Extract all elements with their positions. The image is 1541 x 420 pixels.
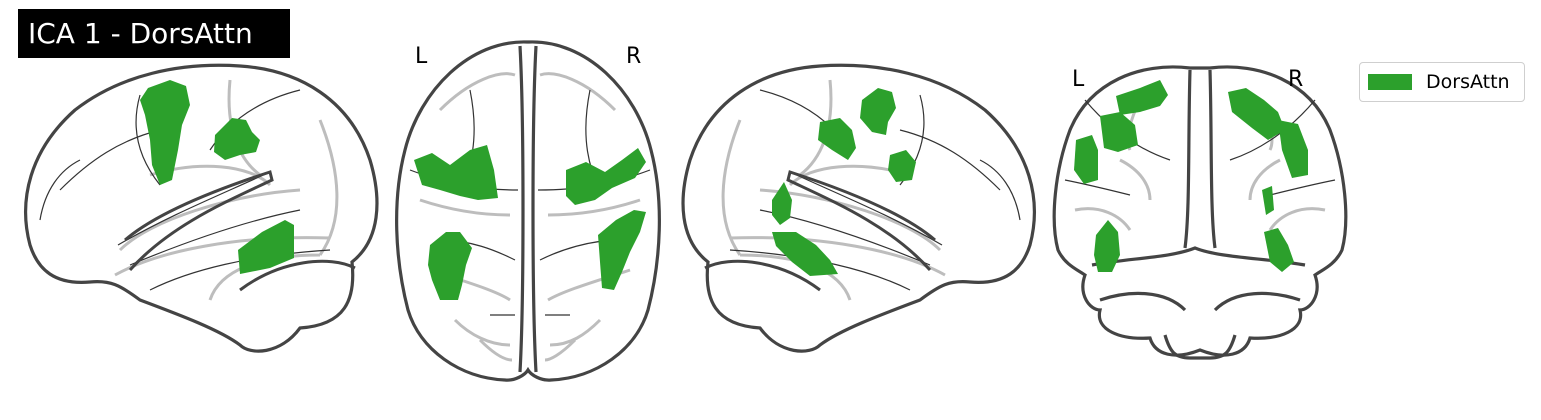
network-region [1074,80,1308,272]
sagittal-left-view [24,63,379,353]
axial-right-label: R [626,44,642,69]
legend-swatch [1368,74,1412,90]
gyri-lines [419,72,641,362]
hemisphere-divider [1183,69,1217,249]
axial-left-label: L [415,44,428,69]
legend-label: DorsAttn [1426,71,1510,93]
temporal-lobe-outline [124,170,274,271]
network-region [772,88,916,276]
coronal-view [1052,65,1348,360]
cerebellum-outline [704,259,821,292]
sagittal-right-view [681,63,1036,353]
axial-view [395,40,661,382]
brain-outline [24,63,379,353]
sulci-lines [39,89,331,291]
brain-outline [681,63,1036,353]
coronal-right-label: R [1288,67,1304,92]
temporal-lobe-outline [786,170,936,271]
gyri-lines [1074,99,1326,231]
brain-outline [1052,65,1348,357]
legend: DorsAttn [1359,62,1525,102]
network-region [140,80,294,274]
coronal-left-label: L [1072,67,1085,92]
cerebellum-outline [1091,246,1306,360]
sulci-lines [729,89,1021,291]
cerebellum-outline [239,259,356,292]
midline [518,45,538,373]
gyri-lines [721,79,946,301]
figure-title: ICA 1 - DorsAttn [18,9,290,58]
brain-outline [395,40,661,382]
network-region [414,145,646,300]
